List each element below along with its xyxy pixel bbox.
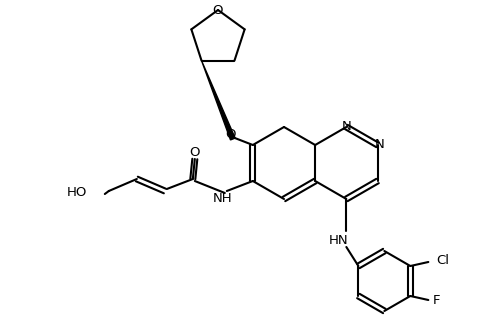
Text: O: O <box>213 4 223 17</box>
Text: HO: HO <box>67 187 87 199</box>
Text: O: O <box>190 146 200 160</box>
Text: F: F <box>433 294 440 308</box>
Text: Cl: Cl <box>436 255 449 268</box>
Text: N: N <box>375 138 385 152</box>
Text: O: O <box>226 129 236 142</box>
Text: HN: HN <box>329 234 348 248</box>
Polygon shape <box>202 61 235 140</box>
Text: NH: NH <box>213 191 233 204</box>
Text: N: N <box>342 121 351 133</box>
